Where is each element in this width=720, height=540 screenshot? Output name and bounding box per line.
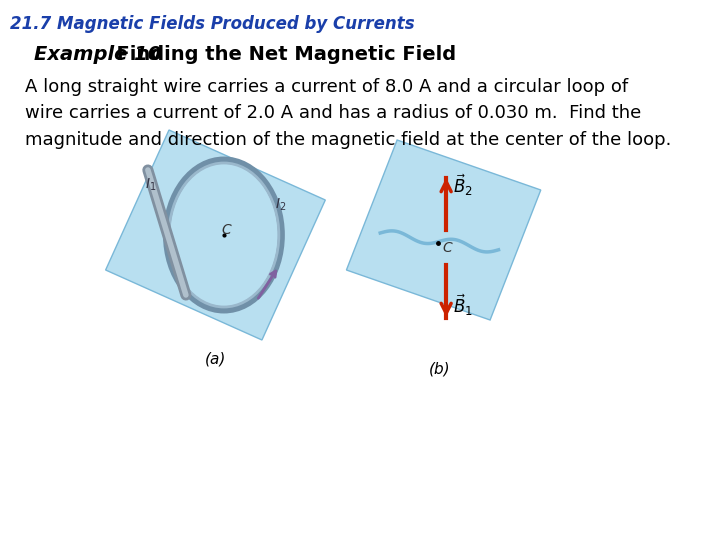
Text: C: C [222, 223, 231, 237]
Text: Finding the Net Magnetic Field: Finding the Net Magnetic Field [103, 45, 456, 64]
Text: (b): (b) [428, 362, 450, 377]
Text: 21.7 Magnetic Fields Produced by Currents: 21.7 Magnetic Fields Produced by Current… [10, 15, 415, 33]
Text: Example 10: Example 10 [34, 45, 161, 64]
Text: $I_1$: $I_1$ [145, 177, 156, 193]
Text: A long straight wire carries a current of 8.0 A and a circular loop of
wire carr: A long straight wire carries a current o… [25, 78, 672, 149]
Text: C: C [443, 241, 452, 255]
Text: $\vec{B}_2$: $\vec{B}_2$ [453, 172, 473, 198]
Polygon shape [106, 130, 325, 340]
Text: $I_2$: $I_2$ [275, 197, 286, 213]
Text: (a): (a) [204, 352, 226, 367]
Text: $\vec{B}_1$: $\vec{B}_1$ [453, 292, 473, 318]
Polygon shape [346, 140, 541, 320]
